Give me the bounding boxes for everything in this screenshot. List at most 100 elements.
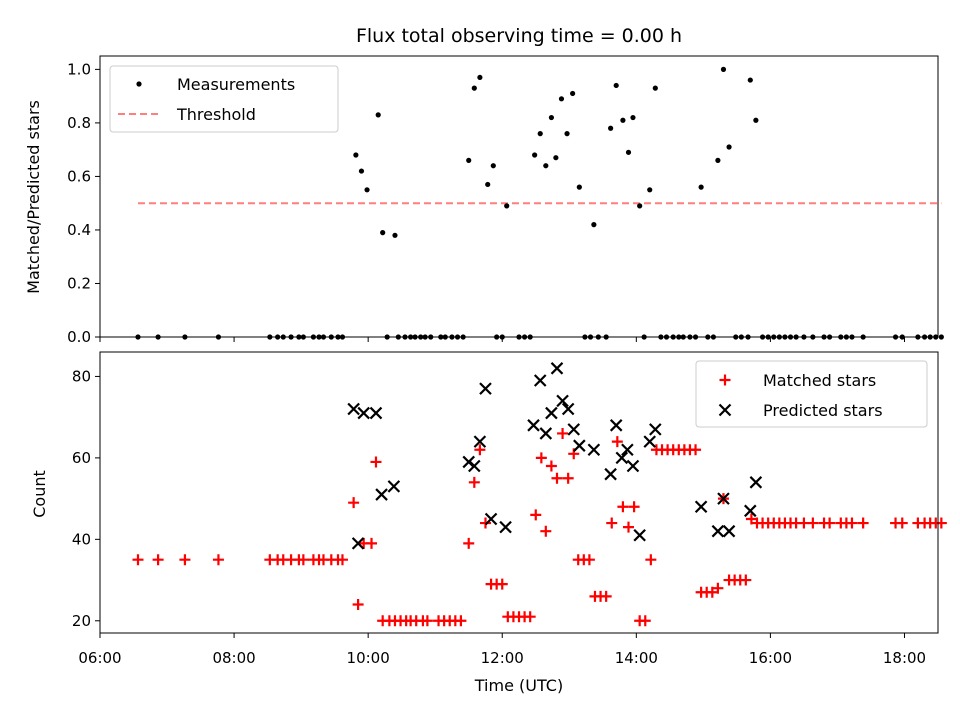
- matched-star-point: [622, 521, 634, 533]
- matched-star-point: [628, 501, 640, 513]
- predicted-star-point: [556, 394, 569, 408]
- measurement-point: [715, 157, 721, 163]
- predicted-star-point: [351, 537, 365, 550]
- matched-star-point: [352, 598, 364, 610]
- matched-star-point: [179, 554, 191, 566]
- matched-star-point: [535, 452, 547, 464]
- legend-measurements-marker: [136, 81, 142, 87]
- predicted-star-point: [539, 427, 553, 440]
- matched-star-point: [524, 611, 536, 623]
- predicted-star-point: [621, 443, 634, 457]
- matched-star-point: [557, 427, 569, 439]
- predicted-star-point: [533, 374, 547, 387]
- measurement-point: [364, 187, 370, 193]
- predicted-star-point: [357, 406, 370, 420]
- predicted-star-point: [587, 443, 601, 457]
- predicted-star-point: [567, 423, 581, 436]
- bottom-y-axis-label: Count: [30, 470, 49, 518]
- top-y-tick-label: 0.0: [67, 328, 91, 346]
- matched-star-point: [617, 501, 629, 513]
- matched-star-point: [366, 537, 378, 549]
- matched-star-point: [562, 472, 574, 484]
- bottom-plot-frame: [99, 351, 939, 634]
- bottom-x-tick-label: 08:00: [212, 649, 255, 667]
- matched-star-point: [463, 537, 475, 549]
- matched-star-point: [496, 578, 508, 590]
- measurement-point: [753, 117, 759, 123]
- measurement-point: [375, 112, 381, 118]
- measurement-point: [647, 187, 653, 193]
- matched-star-point: [530, 509, 542, 521]
- matched-star-point: [690, 444, 702, 456]
- predicted-star-point: [479, 382, 492, 395]
- top-plot-frame: [99, 55, 939, 338]
- matched-star-point: [740, 574, 752, 586]
- bottom-plot-area: 20 40 60 80 06:00 08:00 10:00 12:00 14:00 16:00 18…: [72, 351, 947, 667]
- measurement-point: [532, 152, 538, 158]
- matched-star-point: [824, 517, 836, 529]
- predicted-star-point: [468, 459, 481, 473]
- predicted-star-point: [711, 524, 725, 538]
- measurement-point: [392, 232, 398, 238]
- bottom-y-tick-label: 20: [72, 612, 91, 630]
- legend-measurements-label: Measurements: [177, 75, 295, 94]
- bottom-x-tick-label: 06:00: [78, 649, 121, 667]
- measurement-point: [558, 96, 565, 102]
- predicted-star-point: [550, 362, 564, 375]
- top-y-tick-label: 0.4: [67, 221, 91, 239]
- predicted-star-point: [722, 524, 736, 538]
- predicted-star-point: [545, 406, 558, 420]
- predicted-star-point: [643, 435, 657, 448]
- predicted-star-point: [573, 439, 586, 452]
- predicted-star-point: [717, 492, 730, 505]
- measurement-point: [608, 125, 614, 131]
- matched-star-point: [370, 456, 382, 468]
- predicted-star-point: [694, 500, 708, 514]
- top-y-tick-label: 0.6: [67, 167, 91, 185]
- measurement-point: [591, 222, 597, 228]
- matched-star-point: [745, 513, 757, 525]
- top-legend: Measurements Threshold: [109, 65, 339, 133]
- measurement-point: [471, 85, 477, 91]
- legend-threshold-label: Threshold: [176, 105, 256, 124]
- predicted-star-point: [749, 476, 763, 489]
- predicted-star-point: [375, 488, 388, 501]
- matched-star-point: [807, 517, 819, 529]
- measurement-point: [620, 117, 626, 123]
- measurement-point: [380, 230, 386, 236]
- matched-star-point: [583, 554, 595, 566]
- measurement-point: [477, 74, 483, 81]
- legend-matched-marker: [719, 374, 731, 386]
- matched-star-point: [706, 586, 718, 598]
- top-y-axis-label: Matched/Predicted stars: [24, 100, 43, 294]
- predicted-star-point: [369, 406, 383, 420]
- top-y-tick-label: 0.8: [67, 114, 91, 132]
- predicted-star-point: [499, 520, 512, 534]
- matched-star-point: [474, 444, 486, 456]
- predicted-star-point: [387, 480, 401, 493]
- predicted-star-point: [615, 451, 629, 465]
- matched-star-point: [297, 554, 309, 566]
- bottom-x-tick-label: 10:00: [347, 649, 390, 667]
- measurement-point: [637, 203, 643, 209]
- measurement-point: [358, 168, 365, 174]
- predicted-star-point: [649, 423, 662, 436]
- matched-star-point: [540, 525, 552, 537]
- matched-star-point: [606, 517, 618, 529]
- matched-star-point: [132, 554, 144, 566]
- predicted-star-point: [744, 504, 757, 518]
- legend-matched-label: Matched stars: [763, 371, 876, 390]
- matched-star-point: [152, 554, 164, 566]
- measurement-point: [630, 114, 636, 121]
- matched-star-point: [857, 517, 869, 529]
- top-y-tick-label: 0.2: [67, 274, 91, 292]
- predicted-star-point: [347, 402, 360, 416]
- bottom-x-axis-label: Time (UTC): [474, 676, 563, 695]
- measurement-point: [576, 184, 582, 190]
- bottom-x-tick-label: 18:00: [883, 649, 926, 667]
- measurement-point: [548, 114, 555, 121]
- matched-star-point: [611, 436, 623, 448]
- measurement-point: [698, 184, 704, 190]
- bottom-x-tick-label: 14:00: [615, 649, 658, 667]
- top-legend-box: [109, 65, 339, 133]
